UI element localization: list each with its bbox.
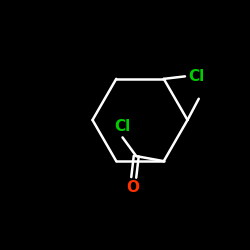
Text: Cl: Cl — [114, 119, 130, 134]
Text: O: O — [126, 180, 139, 196]
Text: Cl: Cl — [188, 69, 204, 84]
